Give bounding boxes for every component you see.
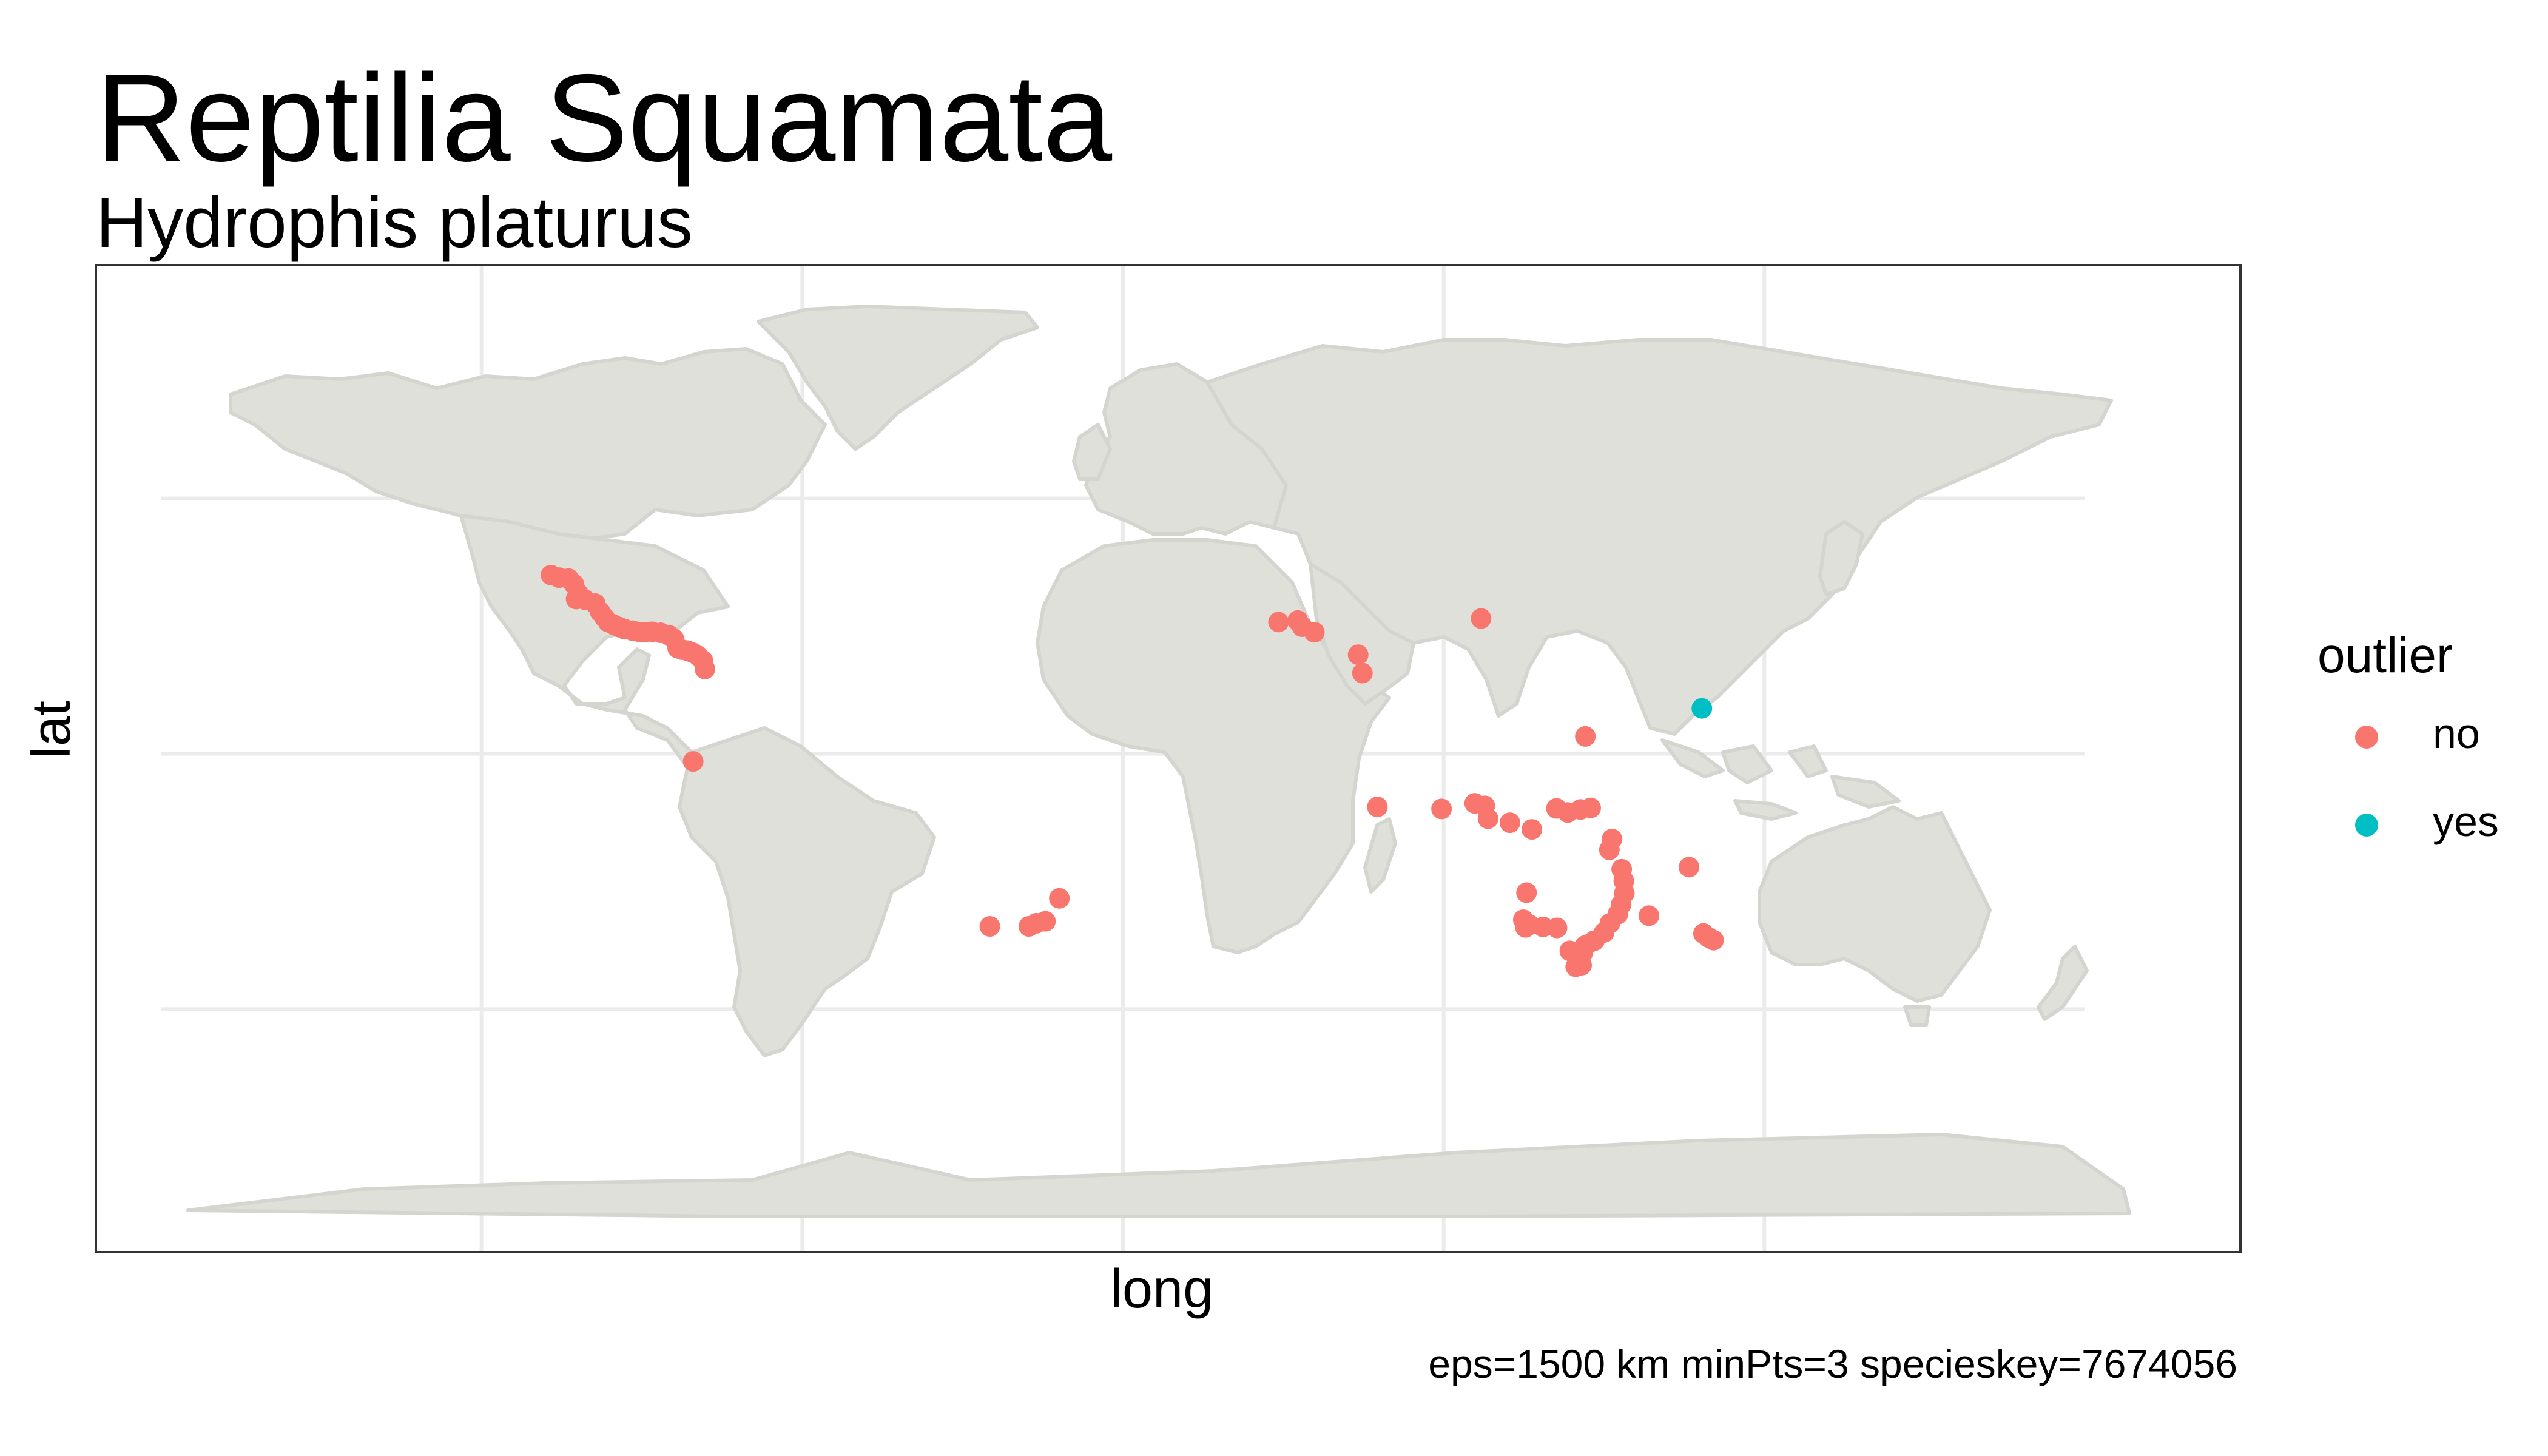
data-points (541, 564, 1724, 977)
land-indonesia (1660, 738, 1901, 821)
data-point-no (1049, 888, 1070, 909)
data-point-no (682, 751, 704, 772)
land-alaska-canada (229, 347, 827, 542)
data-point-no (979, 915, 1000, 937)
x-axis-label: long (1110, 1259, 1214, 1320)
data-point-no (1035, 911, 1056, 932)
land-africa (1036, 538, 1391, 954)
legend-item-yes: yes (2317, 798, 2536, 852)
y-axis-label: lat (21, 700, 82, 758)
data-point-no (1471, 608, 1492, 629)
data-point-yes (1691, 698, 1713, 719)
data-point-no (1516, 882, 1537, 903)
land-antarctica (186, 1133, 2131, 1218)
data-point-no (1431, 798, 1452, 820)
land-madagascar (1363, 817, 1397, 894)
data-point-no (1352, 662, 1373, 684)
data-point-no (1703, 929, 1724, 951)
land-south-america (678, 726, 936, 1057)
data-point-no (1575, 726, 1596, 747)
data-point-no (1599, 839, 1620, 860)
data-point-no (1464, 793, 1485, 814)
chart-title: Reptilia Squamata (96, 49, 1113, 187)
land-arabia (1309, 562, 1415, 706)
data-point-no (1679, 857, 1700, 878)
land-australia (1758, 805, 1992, 1003)
land-british-isles (1072, 423, 1112, 481)
legend-key-yes (2355, 814, 2378, 837)
data-point-no (1367, 797, 1388, 818)
legend-key-no (2355, 726, 2378, 749)
legend-item-no: no (2317, 710, 2536, 764)
land-greenland (757, 305, 1039, 451)
chart-caption: eps=1500 km minPts=3 specieskey=7674056 (1428, 1341, 2237, 1386)
panel-border (95, 264, 2242, 1253)
world-map (186, 305, 2131, 1218)
data-point-no (1546, 917, 1568, 939)
data-point-no (1268, 612, 1289, 633)
legend: outlier no yes (2317, 631, 2536, 886)
data-point-no (694, 658, 715, 679)
chart-subtitle: Hydrophis platurus (96, 183, 693, 263)
data-point-no (1522, 819, 1543, 840)
land-japan (1818, 520, 1864, 596)
land-usa-mexico (459, 514, 730, 772)
land-new-zealand (2037, 945, 2089, 1021)
data-point-no (1580, 797, 1601, 818)
data-point-no (1639, 905, 1660, 926)
data-point-no (1347, 644, 1369, 666)
legend-label-yes: yes (2433, 798, 2499, 845)
data-point-no (1499, 812, 1520, 834)
data-point-no (1304, 622, 1325, 643)
data-point-no (1574, 935, 1596, 956)
legend-label-no: no (2433, 710, 2480, 757)
data-point-no (1565, 956, 1586, 977)
land-tasmania (1903, 1005, 1931, 1027)
data-point-no (1477, 808, 1498, 829)
legend-title: outlier (2317, 628, 2453, 683)
